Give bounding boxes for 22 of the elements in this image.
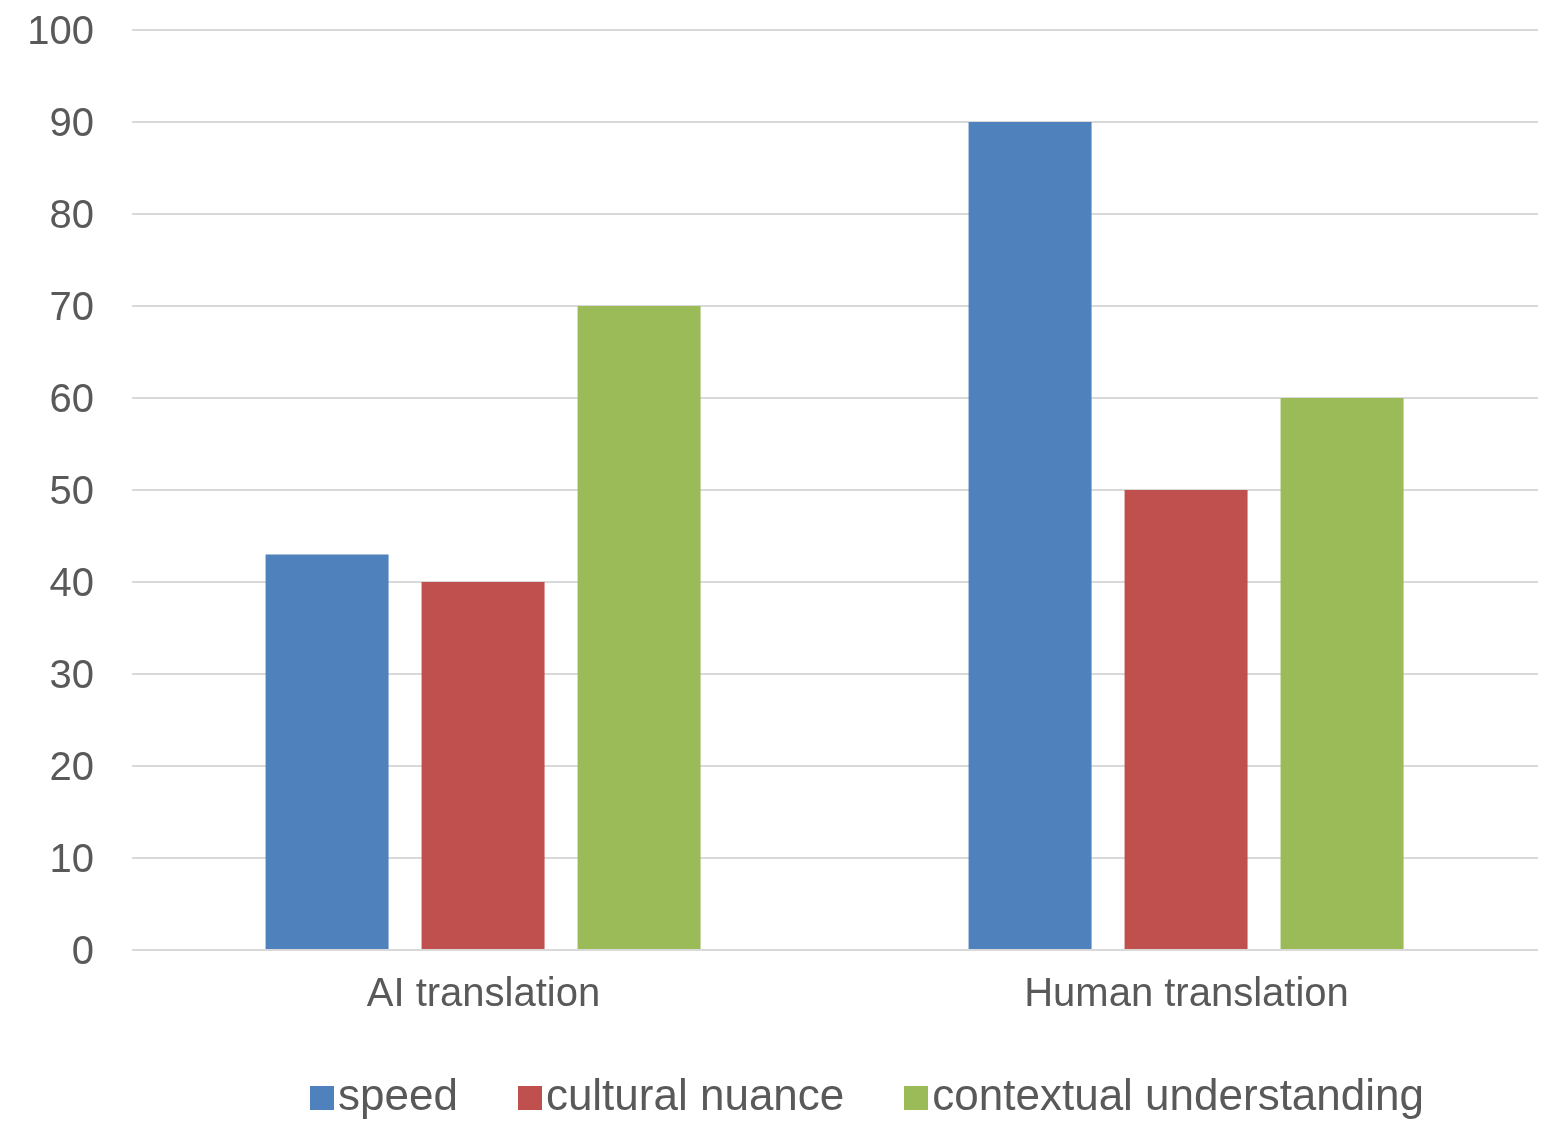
y-tick-label: 90 — [49, 100, 94, 145]
y-tick-label: 60 — [49, 376, 94, 421]
bar — [968, 122, 1092, 950]
bar — [577, 306, 701, 950]
legend-label: cultural nuance — [545, 1070, 845, 1119]
y-tick-label: 80 — [49, 192, 94, 237]
x-tick-label: Human translation — [1024, 970, 1349, 1015]
bar — [265, 554, 389, 950]
y-tick-label: 20 — [49, 744, 94, 789]
y-tick-label: 30 — [49, 652, 94, 697]
y-tick-label: 40 — [49, 560, 94, 605]
bar — [421, 582, 545, 950]
legend-label: contextual understanding — [932, 1070, 1424, 1119]
y-tick-label: 70 — [49, 284, 94, 329]
y-tick-label: 0 — [71, 928, 94, 973]
bar — [1124, 490, 1248, 950]
legend-label: speed — [337, 1070, 458, 1119]
bar — [1280, 398, 1404, 950]
x-tick-label: AI translation — [366, 970, 601, 1015]
y-tick-label: 100 — [27, 8, 94, 53]
y-tick-label: 10 — [49, 836, 94, 881]
y-tick-label: 50 — [49, 468, 94, 513]
